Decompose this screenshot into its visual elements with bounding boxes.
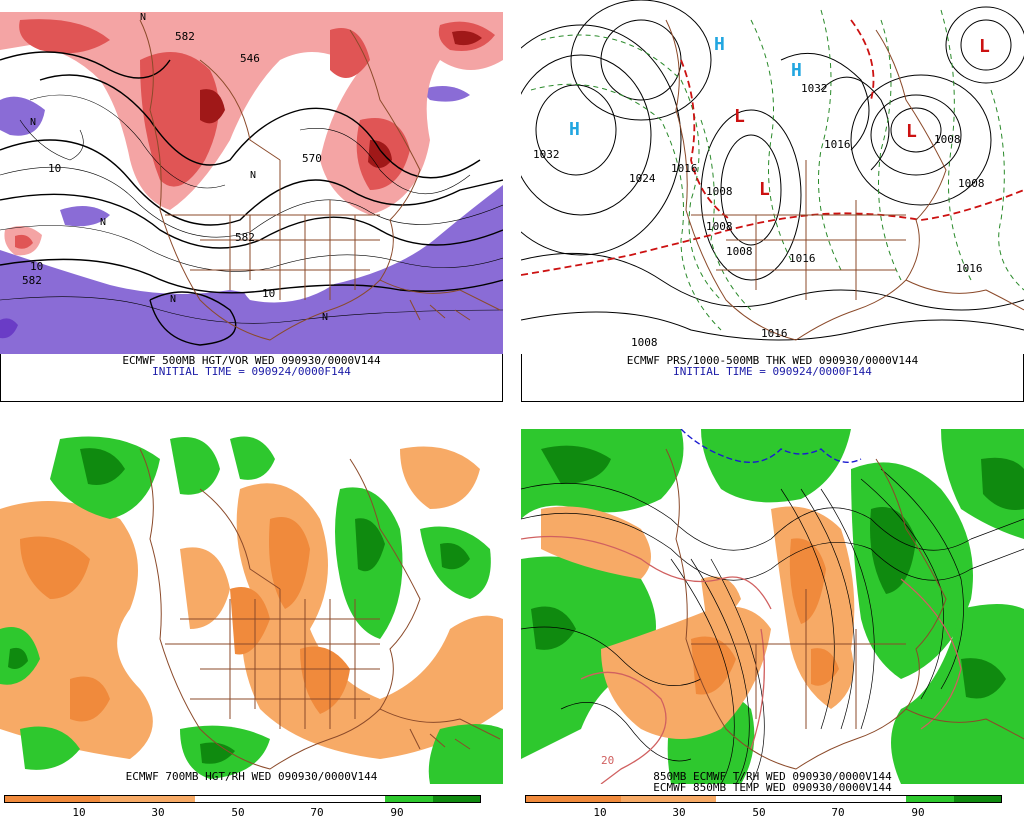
p1-label-3: 570 bbox=[302, 152, 322, 165]
p1-label-2: 546 bbox=[240, 52, 260, 65]
p2-caption-line2: INITIAL TIME = 090924/0000F144 bbox=[673, 365, 872, 378]
p2-low-2: L bbox=[906, 121, 917, 142]
p2-label-11: 1008 bbox=[958, 177, 985, 190]
p2-label-5: 1008 bbox=[706, 185, 733, 198]
p2-caption-line1: ECMWF PRS/1000-500MB THK WED 090930/0000… bbox=[626, 354, 919, 367]
p4-tick-30: 30 bbox=[672, 806, 686, 819]
p2-label-4: 1016 bbox=[671, 162, 698, 175]
p1-label-9: N bbox=[140, 12, 146, 23]
p4-caption-line2: ECMWF 850MB TEMP WED 090930/0000V144 bbox=[653, 781, 892, 794]
map-surface-pressure: 1032 1032 1024 1016 1008 1008 1008 1016 … bbox=[521, 0, 1024, 354]
p4-tick-70: 70 bbox=[831, 806, 845, 819]
p1-label-7: 582 bbox=[22, 274, 42, 287]
p2-label-1: 1032 bbox=[533, 148, 560, 161]
p2-high-3: H bbox=[791, 60, 802, 81]
p1-label-13: N bbox=[170, 294, 176, 305]
p3-tick-30: 30 bbox=[151, 806, 165, 819]
panel-700mb-rh: ECMWF 700MB HGT/RH WED 090930/0000V144 1… bbox=[0, 417, 503, 819]
p3-tick-70: 70 bbox=[310, 806, 324, 819]
p2-label-8: 1016 bbox=[789, 252, 816, 265]
p2-label-12: 1016 bbox=[956, 262, 983, 275]
panel-850mb-temp-rh: 20 850MB ECMWF T/RH WED 090930/0000V144 … bbox=[521, 417, 1024, 819]
p1-label-14: N bbox=[322, 312, 328, 323]
p1-label-11: N bbox=[100, 217, 106, 228]
p4-tick-50: 50 bbox=[752, 806, 766, 819]
p4-colorbar bbox=[525, 795, 1002, 803]
p1-label-4: 582 bbox=[235, 231, 255, 244]
p2-label-3: 1024 bbox=[629, 172, 656, 185]
p2-low-1: L bbox=[979, 36, 990, 57]
p2-low-4: L bbox=[759, 179, 770, 200]
p1-label-1: 582 bbox=[175, 30, 195, 43]
p3-tick-90: 90 bbox=[390, 806, 404, 819]
p1-label-6: 10 bbox=[30, 260, 43, 273]
p2-high-1: H bbox=[569, 119, 580, 140]
p4-contour-label: 20 bbox=[601, 754, 614, 767]
p2-high-2: H bbox=[714, 34, 725, 55]
p2-label-6: 1008 bbox=[706, 220, 733, 233]
map-700mb-rh bbox=[0, 429, 503, 784]
p1-caption-line2: INITIAL TIME = 090924/0000F144 bbox=[152, 365, 351, 378]
p2-label-13: 1016 bbox=[761, 327, 788, 340]
p1-caption-line1: ECMWF 500MB HGT/VOR WED 090930/0000V144 bbox=[122, 354, 381, 367]
p4-caption-line1: 850MB ECMWF T/RH WED 090930/0000V144 bbox=[653, 770, 892, 783]
p4-tick-90: 90 bbox=[911, 806, 925, 819]
p1-label-5: 10 bbox=[48, 162, 61, 175]
p3-colorbar bbox=[4, 795, 481, 803]
p1-label-10: N bbox=[30, 117, 36, 128]
p3-tick-10: 10 bbox=[72, 806, 86, 819]
p2-low-3: L bbox=[734, 106, 745, 127]
p4-tick-10: 10 bbox=[593, 806, 607, 819]
p1-label-8: 10 bbox=[262, 287, 275, 300]
p2-label-14: 1008 bbox=[631, 336, 658, 349]
panel-500mb-vorticity: 582 546 570 582 10 10 582 10 N N N N N N… bbox=[0, 0, 503, 402]
p2-label-10: 1008 bbox=[934, 133, 961, 146]
p2-label-2: 1032 bbox=[801, 82, 828, 95]
panel-surface-pressure-thickness: 1032 1032 1024 1016 1008 1008 1008 1016 … bbox=[521, 0, 1024, 402]
p3-tick-50: 50 bbox=[231, 806, 245, 819]
p1-label-12: N bbox=[250, 170, 256, 181]
map-500mb: 582 546 570 582 10 10 582 10 N N N N N N bbox=[0, 0, 503, 354]
p2-label-7: 1008 bbox=[726, 245, 753, 258]
p2-label-9: 1016 bbox=[824, 138, 851, 151]
p3-caption-line1: ECMWF 700MB HGT/RH WED 090930/0000V144 bbox=[125, 770, 378, 783]
map-850mb-temp-rh: 20 bbox=[521, 429, 1024, 784]
